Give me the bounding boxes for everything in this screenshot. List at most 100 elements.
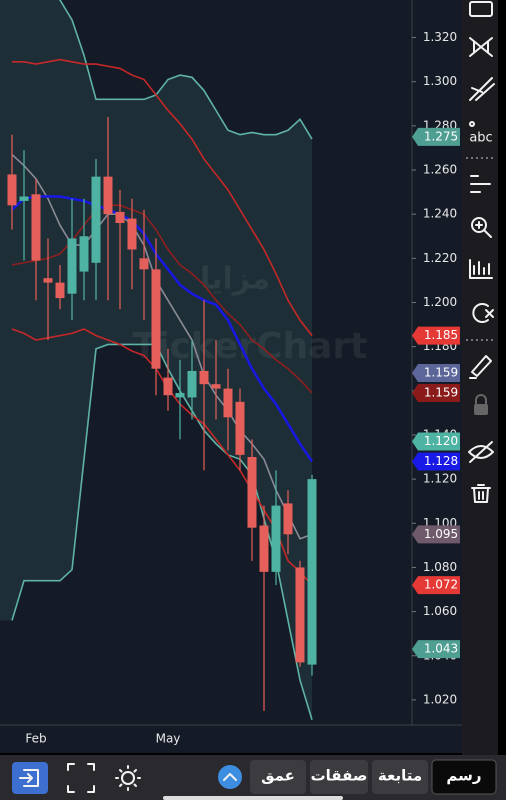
indicator-line (12, 58, 313, 337)
y-tick-label: 1.200 (423, 295, 457, 309)
fullscreen-button[interactable] (67, 763, 95, 793)
tool-zoom-glyph (475, 221, 492, 238)
candle-body (139, 258, 149, 270)
watermark: TickerChart (133, 326, 368, 367)
candle-body (307, 479, 317, 665)
price-badge (412, 452, 460, 471)
candle-body (271, 505, 281, 572)
price-badge (412, 127, 460, 146)
indicator-line (11, 195, 314, 463)
tool-layout[interactable] (469, 1, 493, 17)
tab-label[interactable]: صفقات (311, 767, 368, 785)
toolbar-bg (462, 0, 498, 755)
candle-body (91, 176, 101, 263)
date-axis-area (0, 725, 462, 753)
tool-lines[interactable] (469, 77, 495, 101)
indicator-line (11, 204, 313, 394)
candle-body (163, 377, 173, 396)
candle-body (187, 370, 197, 398)
candle-body (199, 370, 209, 385)
band-fill (0, 0, 312, 720)
price-badge-label: 1.072 (424, 578, 458, 592)
candle-body (247, 457, 257, 528)
axis-area (412, 0, 462, 725)
candle-body (79, 236, 89, 272)
candle-body (259, 525, 269, 572)
candle-body (67, 238, 77, 294)
tool-lock-shackle (475, 394, 487, 404)
price-badge (412, 326, 460, 345)
candle-body (175, 393, 185, 398)
y-tick-label: 1.080 (423, 560, 457, 574)
tool-dot (469, 121, 475, 127)
y-tick-label: 1.320 (423, 30, 457, 44)
tab-bg[interactable] (310, 760, 368, 794)
candle-body (7, 174, 17, 206)
y-tick-label: 1.240 (423, 207, 457, 221)
plot-area (0, 0, 412, 725)
indicator-line (58, 0, 313, 140)
candle-body (115, 211, 125, 224)
tool-delete[interactable] (471, 484, 491, 503)
expand-chevron (223, 773, 237, 781)
y-tick-label: 1.300 (423, 74, 457, 88)
tool-text[interactable]: abc (469, 131, 492, 146)
price-badge (412, 525, 460, 544)
tab-label[interactable]: رسم (446, 767, 481, 785)
candle-body (19, 196, 29, 201)
tool-indicators[interactable] (470, 175, 491, 193)
plot: مزايا TickerChart (0, 0, 368, 721)
y-tick-label: 1.220 (423, 251, 457, 265)
tool-lock[interactable] (474, 404, 488, 415)
home-indicator (163, 796, 343, 800)
price-badge-label: 1.095 (424, 527, 458, 541)
y-tick-label: 1.260 (423, 163, 457, 177)
indicator-line (11, 153, 313, 540)
tab-label[interactable]: متابعة (378, 767, 422, 785)
y-tick-label: 1.060 (423, 604, 457, 618)
candle-body (55, 282, 65, 299)
tool-hide[interactable] (468, 441, 494, 463)
indicator-line (11, 343, 313, 721)
candle-body (211, 384, 221, 389)
candle-body (127, 218, 137, 250)
expand-button[interactable] (218, 765, 242, 789)
exit-icon (19, 769, 39, 787)
price-badge-label: 1.043 (424, 642, 458, 656)
candle-body (31, 194, 41, 261)
tab-bg-active[interactable] (431, 759, 497, 795)
tool-chart-type[interactable] (469, 259, 493, 279)
price-badge (412, 640, 460, 659)
price-badge-label: 1.275 (424, 129, 458, 143)
candle-body (235, 401, 245, 455)
price-badge-label: 1.185 (424, 328, 458, 342)
price-badge (412, 432, 460, 451)
price-badge (412, 576, 460, 595)
settings-rays (115, 765, 141, 791)
candle-body (223, 388, 233, 418)
price-badge (412, 384, 460, 403)
tool-pencil[interactable] (469, 355, 492, 379)
tab-bg[interactable] (250, 760, 306, 794)
tab-bg[interactable] (372, 760, 428, 794)
candle-body (151, 269, 161, 369)
tool-zoom[interactable] (471, 217, 487, 233)
tool-clear-x (485, 309, 494, 318)
price-badge-label: 1.159 (424, 386, 458, 400)
y-tick-label: 1.020 (423, 692, 457, 706)
price-badge (412, 364, 460, 383)
y-tick-label: 1.120 (423, 472, 457, 486)
settings-button[interactable] (121, 771, 135, 785)
tool-clear[interactable] (472, 303, 489, 323)
toolbar: abc (462, 0, 498, 755)
bottom-bar: عمق صفقات متابعة رسم (0, 755, 506, 800)
price-badge-label: 1.159 (424, 366, 458, 380)
axis: 1.0201.0401.0601.0801.1001.1201.1401.160… (25, 30, 460, 746)
price-badge-label: 1.120 (424, 434, 458, 448)
x-tick-label: May (156, 732, 181, 746)
tab-label[interactable]: عمق (261, 767, 295, 785)
tool-pattern[interactable] (469, 37, 493, 57)
candle-body (295, 567, 305, 663)
watermark: مزايا (200, 262, 270, 297)
